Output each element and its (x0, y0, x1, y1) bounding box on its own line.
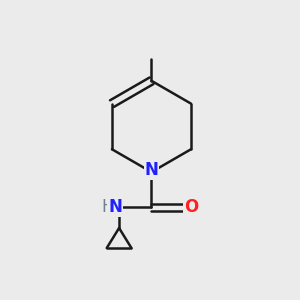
Text: N: N (108, 198, 122, 216)
Text: N: N (145, 161, 158, 179)
Text: O: O (184, 198, 198, 216)
Text: H: H (102, 198, 114, 216)
